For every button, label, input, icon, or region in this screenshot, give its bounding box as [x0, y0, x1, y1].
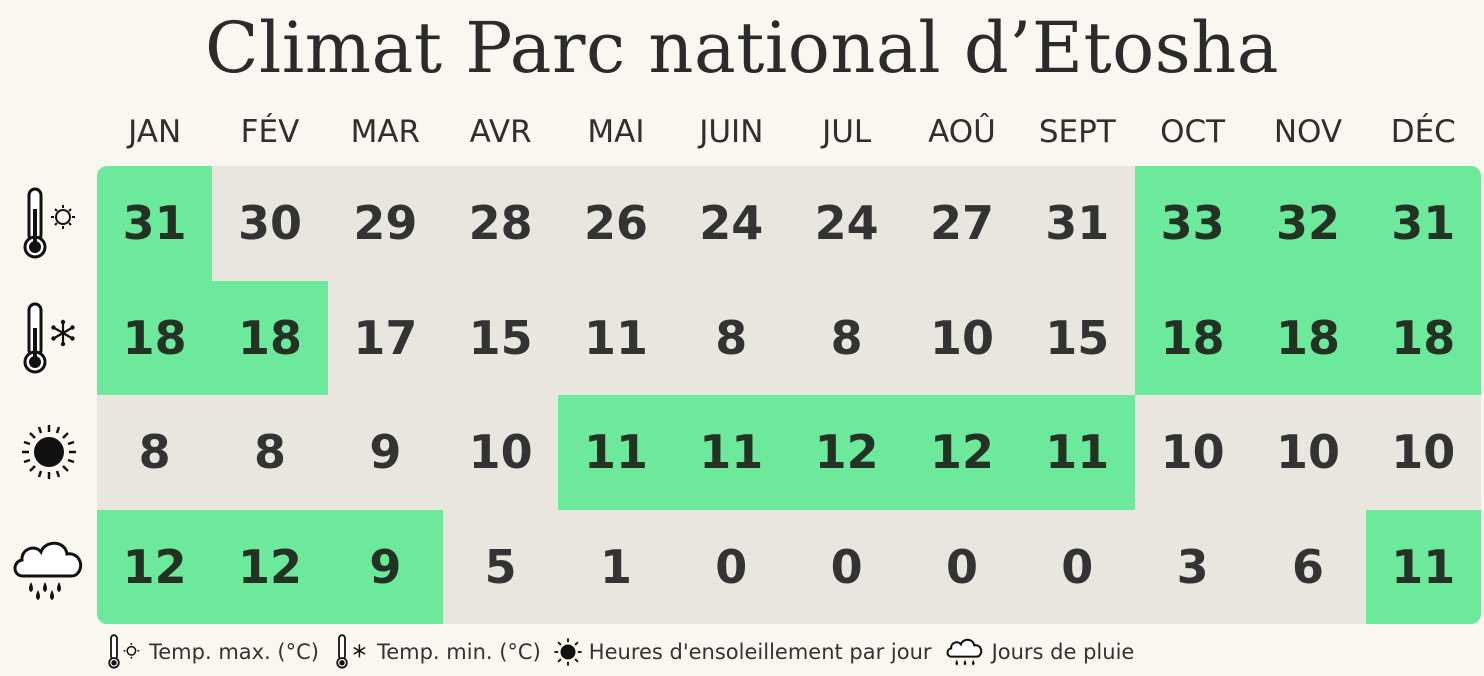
table-cell: 15 [468, 310, 533, 365]
legend-item-max-temp: Temp. max. (°C) [103, 634, 319, 670]
table-cell: 11 [1019, 395, 1135, 510]
table-cell: 31 [97, 166, 213, 281]
table-cell: 9 [327, 509, 443, 624]
table-cell: 10 [1160, 425, 1225, 480]
table-cell: 18 [97, 280, 213, 395]
table-cell: 10 [468, 425, 533, 480]
legend-label-rain: Jours de pluie [991, 640, 1135, 664]
month-label: FÉV [240, 114, 300, 150]
table-cell: 32 [1250, 166, 1366, 281]
legend-item-min-temp: Temp. min. (°C) [331, 634, 541, 670]
chart-title: Climat Parc national d’Etosha [204, 7, 1280, 89]
month-label: AOÛ [928, 114, 996, 150]
month-label: JAN [128, 114, 182, 150]
table-cell: 10 [929, 310, 994, 365]
table-cell: 33 [1134, 166, 1251, 281]
table-cell: 3 [1176, 539, 1209, 594]
table-cell: 12 [212, 509, 328, 624]
thermometer-snow-icon [0, 281, 97, 396]
table-cell: 24 [699, 196, 764, 251]
sun-icon [0, 395, 97, 510]
table-cell: 0 [830, 539, 863, 594]
table-cell: 0 [715, 539, 748, 594]
table-cell: 11 [583, 310, 648, 365]
table-cell: 10 [1275, 425, 1340, 480]
thermometer-sun-icon [0, 166, 97, 281]
table-cell: 31 [1365, 166, 1481, 281]
table-cell: 18 [1134, 280, 1251, 395]
rain-cloud-icon [0, 510, 97, 625]
legend-item-rain: Jours de pluie [944, 634, 1135, 670]
table-cell: 17 [353, 310, 418, 365]
table-cell: 6 [1291, 539, 1324, 594]
table-cell: 8 [830, 310, 863, 365]
legend-item-sunshine: Heures d'ensoleillement par jour [553, 637, 932, 667]
climate-table: 31 30 29 28 26 24 24 27 31 33 32 31 18 18 17 15 11 8 8 10 15… [97, 166, 1481, 624]
table-cell: 11 [673, 395, 789, 510]
table-cell: 8 [253, 425, 286, 480]
legend-label-max-temp: Temp. max. (°C) [149, 640, 319, 664]
table-cell: 27 [929, 196, 994, 251]
table-cell: 18 [1250, 280, 1366, 395]
month-label: MAR [350, 114, 421, 150]
table-cell: 0 [1061, 539, 1094, 594]
month-label: NOV [1273, 114, 1343, 150]
table-cell: 24 [814, 196, 879, 251]
month-label: JUIN [699, 114, 764, 150]
table-row: 12 12 9 5 1 0 0 0 0 3 6 11 [97, 509, 1481, 624]
legend-label-min-temp: Temp. min. (°C) [376, 640, 541, 664]
legend-label-sunshine: Heures d'ensoleillement par jour [588, 640, 932, 664]
table-cell: 11 [558, 395, 674, 510]
month-label: MAI [587, 114, 645, 150]
table-cell: 12 [97, 509, 213, 624]
table-cell: 5 [484, 539, 517, 594]
thermometer-snow-icon [336, 634, 366, 669]
table-cell: 1 [599, 539, 632, 594]
sun-icon [554, 638, 582, 666]
table-cell: 9 [369, 425, 402, 480]
table-cell: 29 [353, 196, 418, 251]
table-cell: 30 [237, 196, 302, 251]
table-row: 31 30 29 28 26 24 24 27 31 33 32 31 [97, 166, 1481, 281]
month-label: OCT [1160, 114, 1226, 150]
rain-cloud-icon [946, 638, 982, 666]
table-cell: 26 [583, 196, 648, 251]
month-label: JUL [822, 114, 872, 150]
legend: Temp. max. (°C) Temp. min. (°C) Heures d… [103, 632, 1146, 672]
month-label: DÉC [1390, 114, 1456, 150]
table-cell: 15 [1045, 310, 1110, 365]
table-row: 8 8 9 10 11 11 12 12 11 10 10 10 [97, 395, 1481, 510]
table-cell: 11 [1365, 509, 1481, 624]
table-cell: 8 [138, 425, 171, 480]
table-cell: 31 [1045, 196, 1110, 251]
thermometer-sun-icon [108, 634, 140, 669]
table-cell: 12 [904, 395, 1020, 510]
table-cell: 0 [945, 539, 978, 594]
table-row: 18 18 17 15 11 8 8 10 15 18 18 18 [97, 280, 1481, 395]
table-cell: 12 [788, 395, 905, 510]
month-label: AVR [469, 114, 532, 150]
month-label: SEPT [1038, 114, 1116, 150]
table-cell: 28 [468, 196, 533, 251]
month-header: JAN FÉV MAR AVR MAI JUIN JUL AOÛ SEPT OCT NOV DÉC [97, 112, 1481, 152]
table-cell: 10 [1391, 425, 1456, 480]
table-cell: 18 [212, 280, 328, 395]
table-cell: 18 [1365, 280, 1481, 395]
table-cell: 8 [715, 310, 748, 365]
